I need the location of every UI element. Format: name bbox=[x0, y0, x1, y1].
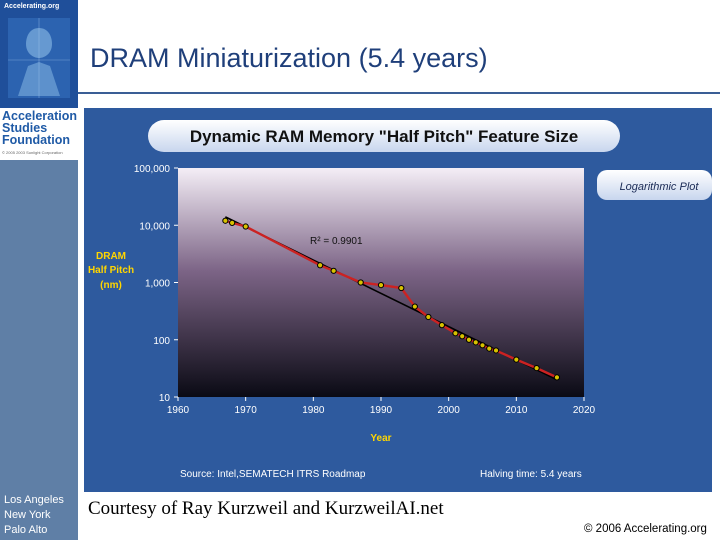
data-point bbox=[222, 217, 229, 224]
halving-note: Halving time: 5.4 years bbox=[480, 469, 582, 480]
data-point bbox=[425, 313, 432, 321]
y-tick-label: 100,000 bbox=[134, 164, 171, 175]
sidebar: Accelerating.org Acceleration Studies Fo… bbox=[0, 0, 78, 540]
copyright-text: © 2006 Accelerating.org bbox=[584, 523, 707, 535]
title-divider bbox=[78, 92, 720, 94]
courtesy-text: Courtesy of Ray Kurzweil and KurzweilAI.… bbox=[88, 498, 444, 519]
marks-layer bbox=[222, 216, 561, 381]
y-tick-label: 10 bbox=[159, 393, 171, 404]
source-note: Source: Intel,SEMATECH ITRS Roadmap bbox=[180, 469, 366, 480]
y-axis-label-line-3: (nm) bbox=[100, 280, 122, 291]
x-axis-label: Year bbox=[370, 433, 391, 444]
y-axis-label-line-1: DRAM bbox=[96, 251, 126, 262]
scale-badge-pill bbox=[597, 170, 712, 200]
data-point bbox=[465, 336, 473, 343]
x-tick-label: 2000 bbox=[438, 405, 461, 416]
x-tick-label: 1980 bbox=[302, 405, 325, 416]
data-point bbox=[459, 333, 466, 340]
slide-title: DRAM Miniaturization (5.4 years) bbox=[90, 43, 488, 73]
data-point bbox=[513, 356, 520, 363]
data-point bbox=[472, 339, 479, 346]
data-point bbox=[553, 374, 561, 381]
chart-title-pill bbox=[148, 120, 620, 152]
sidebar-cities: Los Angeles New York Palo Alto bbox=[4, 494, 64, 536]
foundation-name: Acceleration Studies Foundation bbox=[2, 109, 78, 147]
y-tick-label: 10,000 bbox=[139, 221, 170, 232]
data-point bbox=[486, 345, 493, 352]
data-point bbox=[411, 303, 418, 310]
foundation-copyright: © 2005 2003 Sunlight Corporation bbox=[2, 150, 63, 155]
chart-panel: Dynamic RAM Memory "Half Pitch" Feature … bbox=[84, 108, 712, 492]
foundation-panel: Acceleration Studies Foundation bbox=[0, 108, 78, 160]
y-axis-label-line-2: Half Pitch bbox=[88, 265, 134, 276]
data-point bbox=[330, 267, 337, 274]
x-tick-label: 2010 bbox=[505, 405, 528, 416]
data-point bbox=[533, 364, 540, 372]
logo-figure-icon bbox=[8, 18, 70, 98]
y-tick-label: 1,000 bbox=[145, 279, 170, 290]
data-point bbox=[492, 347, 500, 354]
chart-title: Dynamic RAM Memory "Half Pitch" Feature … bbox=[190, 127, 578, 146]
x-tick-label: 2020 bbox=[573, 405, 596, 416]
data-point bbox=[398, 284, 405, 292]
data-point bbox=[357, 279, 364, 286]
data-point bbox=[452, 330, 459, 337]
scale-badge: Logarithmic Plot bbox=[620, 181, 700, 193]
r-squared-label: R² = 0.9901 bbox=[310, 236, 363, 247]
data-point bbox=[242, 223, 249, 230]
y-tick-label: 100 bbox=[153, 336, 170, 347]
logo-panel: Accelerating.org bbox=[0, 0, 78, 108]
chart-svg: Dynamic RAM Memory "Half Pitch" Feature … bbox=[88, 120, 712, 480]
x-tick-label: 1960 bbox=[167, 405, 190, 416]
data-point bbox=[438, 322, 445, 329]
data-point bbox=[377, 282, 385, 289]
data-point bbox=[229, 219, 236, 226]
x-tick-label: 1990 bbox=[370, 405, 393, 416]
x-tick-label: 1970 bbox=[235, 405, 258, 416]
logo-url: Accelerating.org bbox=[4, 3, 60, 10]
data-point bbox=[317, 262, 324, 269]
data-point bbox=[479, 342, 486, 349]
